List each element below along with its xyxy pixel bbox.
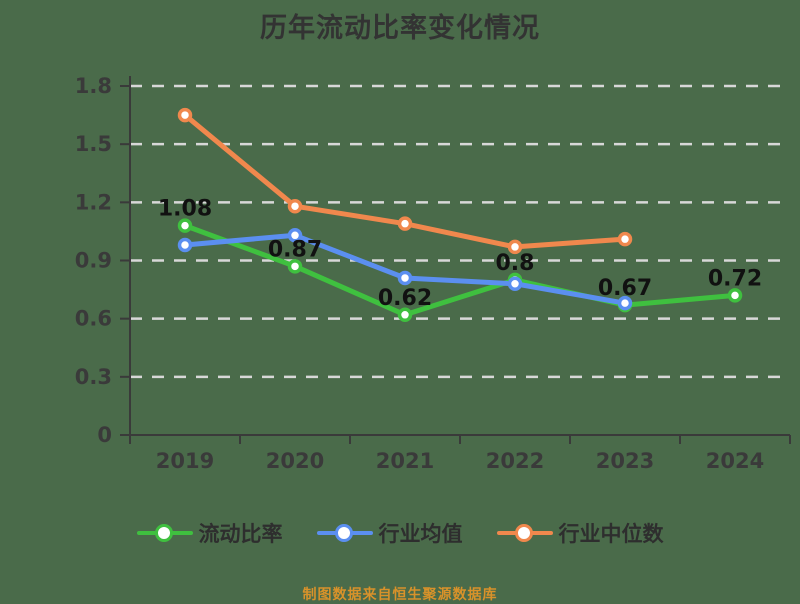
legend-label: 行业均值: [378, 522, 463, 546]
data-point: [727, 288, 743, 303]
y-tick-label: 0.3: [75, 365, 112, 389]
y-axis: 0 0.3 0.6 0.9 1.2 1.5 1.8: [75, 74, 131, 447]
chart-title: 历年流动比率变化情况: [260, 13, 540, 44]
data-point-label: 0.87: [268, 237, 322, 262]
legend-item-2[interactable]: 行业中位数: [496, 518, 664, 548]
data-point: [397, 307, 413, 323]
data-point: [397, 216, 413, 231]
x-tick-label: 2021: [376, 449, 434, 473]
data-point: [287, 259, 303, 274]
data-point-label: 0.67: [598, 276, 652, 301]
data-point-label: 1.08: [158, 197, 212, 222]
y-tick-label: 1.2: [75, 190, 112, 214]
chart-legend: 流动比率 行业均值 行业中位数: [0, 518, 800, 548]
y-tick-label: 0: [97, 423, 112, 447]
data-point: [177, 107, 193, 123]
legend-item-1[interactable]: 行业均值: [316, 518, 463, 548]
legend-item-0[interactable]: 流动比率: [136, 518, 283, 548]
y-tick-label: 1.5: [75, 132, 112, 156]
data-point: [617, 231, 633, 247]
series-line: [182, 223, 738, 318]
legend-marker-icon: [316, 521, 373, 545]
gridlines: [130, 84, 790, 379]
data-point: [507, 276, 523, 292]
y-tick-label: 1.8: [75, 74, 112, 98]
legend-label: 行业中位数: [558, 522, 664, 546]
data-point: [287, 228, 303, 243]
x-tick-label: 2019: [156, 449, 214, 473]
legend-dot: [514, 524, 533, 542]
data-point: [397, 270, 413, 286]
legend-label: 流动比率: [198, 522, 283, 546]
data-point: [177, 218, 193, 233]
y-tick-label: 0.9: [75, 249, 112, 273]
data-point: [177, 237, 193, 253]
x-tick-label: 2024: [706, 449, 764, 473]
legend-dot: [154, 524, 173, 542]
data-point: [287, 198, 303, 214]
x-tick-label: 2022: [486, 449, 544, 473]
data-labels: 1.08 0.87 0.62 0.8 0.67 0.72: [158, 197, 762, 311]
data-point: [507, 239, 523, 255]
x-axis: 2019 2020 2021 2022 2023 2024: [129, 434, 791, 473]
y-tick-label: 0.6: [75, 307, 112, 331]
series-points: [177, 107, 743, 323]
line-chart-plot: 0 0.3 0.6 0.9 1.2 1.5 1.8 2019 2020 2021 2022 2023…: [75, 74, 791, 473]
legend-marker-icon: [136, 521, 193, 545]
x-tick-label: 2020: [266, 449, 324, 473]
data-point-label: 0.62: [378, 286, 432, 311]
footer-note: 制图数据来自恒生聚源数据库: [302, 587, 498, 603]
data-point-label: 0.8: [496, 251, 535, 276]
x-tick-label: 2023: [596, 449, 654, 473]
legend-marker-icon: [496, 521, 553, 545]
data-point: [617, 295, 633, 311]
legend-dot: [334, 524, 353, 542]
data-point-label: 0.72: [708, 266, 762, 291]
